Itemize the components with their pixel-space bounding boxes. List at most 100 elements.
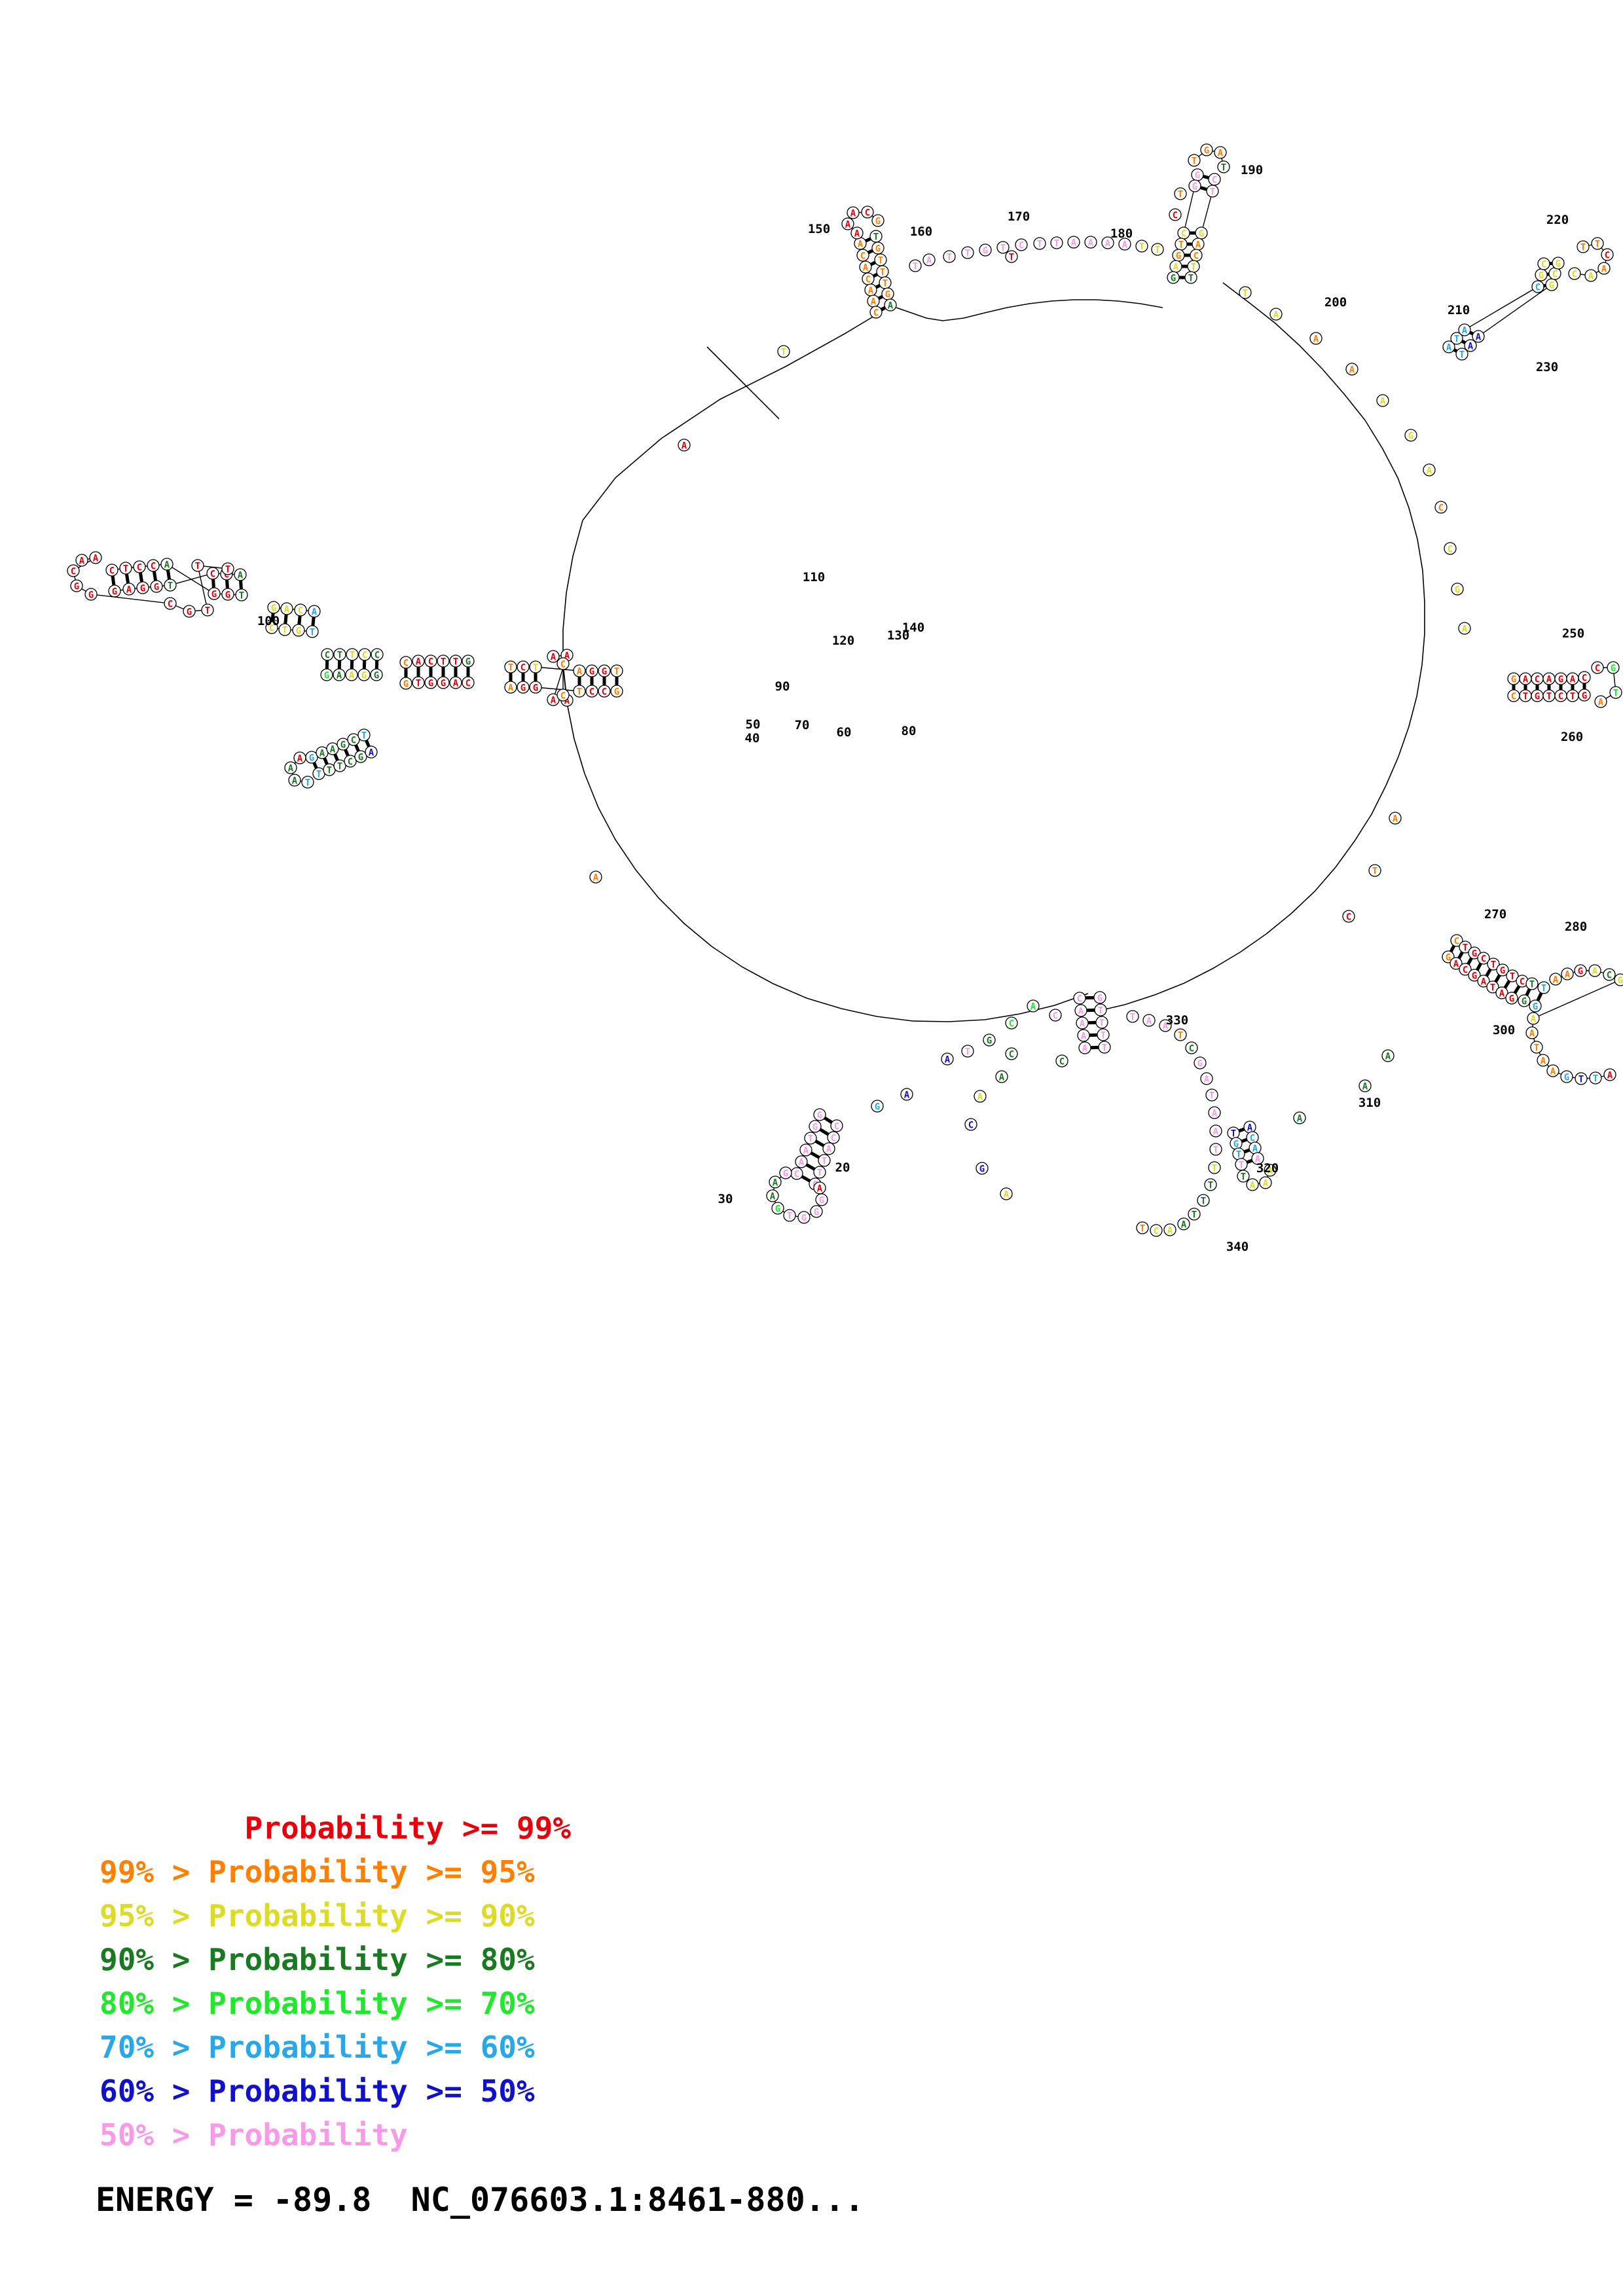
nucleotide: T — [504, 660, 517, 673]
svg-text:G: G — [589, 667, 594, 677]
svg-text:T: T — [310, 628, 315, 638]
legend-row: 95% > Probability >= 90% — [100, 1898, 535, 1933]
loop-strand — [290, 757, 308, 783]
svg-text:A: A — [164, 560, 170, 571]
svg-text:T: T — [1236, 1150, 1241, 1160]
svg-text:T: T — [947, 253, 952, 263]
svg-text:T: T — [1178, 190, 1183, 200]
nucleotide: A — [1118, 238, 1131, 251]
svg-text:G: G — [1509, 994, 1514, 1005]
svg-text:A: A — [871, 297, 877, 308]
svg-text:C: C — [873, 308, 879, 319]
svg-text:G: G — [885, 290, 890, 300]
nucleotide: G — [517, 681, 530, 694]
svg-text:A: A — [337, 671, 342, 681]
svg-text:C: C — [589, 687, 594, 698]
svg-text:220: 220 — [1546, 213, 1569, 227]
svg-text:160: 160 — [910, 224, 932, 239]
svg-text:C: C — [1535, 675, 1540, 685]
nucleotide: T — [1609, 686, 1622, 699]
svg-text:A: A — [1273, 310, 1279, 321]
svg-text:C: C — [1173, 211, 1178, 221]
svg-text:A: A — [1380, 397, 1386, 407]
svg-text:C: C — [1541, 260, 1546, 270]
nucleotide: T — [1205, 1088, 1218, 1102]
nucleotide: A — [1423, 463, 1436, 476]
nucleotide: T — [1487, 958, 1500, 971]
svg-text:310: 310 — [1359, 1096, 1381, 1110]
nucleotide: A — [1527, 1012, 1540, 1025]
nucleotide: G — [1607, 661, 1620, 674]
position-label: 180 — [1110, 226, 1133, 241]
nucleotide: G — [1191, 168, 1204, 181]
nucleotide: A — [678, 439, 691, 452]
nucleotide: A — [1067, 236, 1080, 249]
svg-text:G: G — [875, 1102, 880, 1113]
svg-text:A: A — [888, 301, 894, 312]
nucleotide: G — [1172, 249, 1185, 262]
nucleotide: T — [1217, 160, 1230, 173]
nucleotide: C — [1537, 257, 1550, 270]
nucleotide: A — [1381, 1049, 1395, 1062]
nucleotide: G — [529, 681, 542, 694]
position-label: 30 — [718, 1192, 733, 1206]
svg-text:C: C — [298, 606, 303, 617]
nucleotide: T — [278, 623, 291, 636]
nucleotide: T — [804, 1132, 817, 1145]
svg-text:A: A — [977, 1092, 983, 1103]
nucleotide: A — [974, 1090, 987, 1103]
nucleotide: T — [1135, 240, 1148, 253]
svg-text:A: A — [1105, 239, 1111, 249]
svg-text:C: C — [168, 600, 173, 610]
nucleotide: C — [1015, 238, 1028, 251]
nucleotide: T — [1589, 1071, 1602, 1085]
svg-text:C: C — [831, 1134, 836, 1144]
backbone-strand — [706, 346, 780, 420]
nucleotide: C — [1073, 992, 1086, 1005]
svg-text:T: T — [577, 687, 582, 698]
svg-text:T: T — [1000, 243, 1006, 254]
svg-text:T: T — [316, 770, 321, 780]
svg-text:G: G — [1500, 966, 1505, 977]
nucleotide: G — [1518, 994, 1531, 1007]
nucleotide: G — [183, 605, 196, 618]
svg-text:C: C — [1535, 283, 1541, 293]
svg-text:G: G — [783, 1169, 788, 1179]
svg-text:A: A — [369, 748, 374, 759]
svg-text:A: A — [288, 764, 294, 774]
svg-text:C: C — [428, 657, 433, 668]
nucleotide: G — [983, 1033, 996, 1047]
position-label: 190 — [1241, 163, 1263, 177]
nucleotide: C — [856, 249, 869, 262]
svg-text:C: C — [269, 624, 274, 634]
svg-text:G: G — [520, 683, 526, 694]
nucleotide: A — [1525, 1026, 1539, 1039]
position-label: 140 — [902, 620, 924, 635]
nucleotide: G — [108, 584, 121, 598]
nucleotide: C — [517, 660, 530, 673]
legend-row: 80% > Probability >= 70% — [100, 1986, 535, 2021]
nucleotide: T — [1506, 969, 1519, 982]
svg-text:C: C — [137, 563, 142, 573]
nucleotide: A — [1603, 1068, 1616, 1081]
nucleotide: T — [1187, 260, 1200, 273]
position-label: 220 — [1546, 213, 1569, 227]
svg-text:A: A — [1146, 1016, 1152, 1027]
position-label: 310 — [1359, 1096, 1381, 1110]
svg-text:C: C — [1605, 251, 1610, 261]
position-label: 260 — [1561, 730, 1583, 744]
svg-text:G: G — [1582, 691, 1587, 702]
nucleotide: G — [462, 655, 475, 668]
nucleotide: T — [876, 265, 889, 278]
svg-text:A: A — [349, 671, 355, 681]
svg-text:A: A — [926, 256, 932, 266]
nucleotide: C — [827, 1131, 840, 1144]
svg-text:280: 280 — [1565, 920, 1587, 934]
nucleotide: T — [1033, 237, 1046, 250]
nucleotide: G — [437, 676, 450, 689]
nucleotide: G — [1195, 226, 1208, 240]
nucleotide: T — [573, 685, 586, 698]
nucleotide: A — [847, 206, 860, 219]
svg-text:A: A — [773, 1178, 778, 1189]
